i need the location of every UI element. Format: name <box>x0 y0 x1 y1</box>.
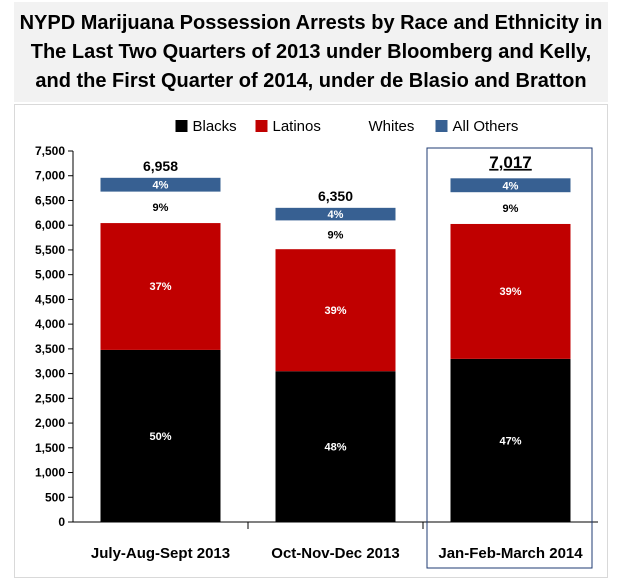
bar-segment <box>450 191 571 224</box>
bar-segment <box>100 177 221 192</box>
y-tick-label: 3,500 <box>35 342 65 356</box>
bar-percent-label: 37% <box>149 281 171 293</box>
bar-segment <box>100 222 221 350</box>
y-tick-label: 5,500 <box>35 243 65 257</box>
bar-segment <box>275 207 396 221</box>
legend-label: All Others <box>453 118 519 135</box>
y-tick-label: 4,000 <box>35 317 65 331</box>
chart-title-line-2: The Last Two Quarters of 2013 under Bloo… <box>30 40 592 63</box>
bar-percent-label: 39% <box>499 286 521 298</box>
x-category-label: Jan-Feb-March 2014 <box>438 545 583 562</box>
bar-segment <box>275 248 396 372</box>
bar-percent-label: 4% <box>503 180 519 192</box>
y-tick-label: 2,500 <box>35 391 65 405</box>
legend-label: Latinos <box>273 118 321 135</box>
bar-total-label: 6,350 <box>318 188 353 204</box>
legend-label: Whites <box>369 118 415 135</box>
bar-segment <box>275 371 396 522</box>
bar-segment <box>100 191 221 224</box>
bar-percent-label: 9% <box>153 202 169 214</box>
y-tick-label: 1,000 <box>35 466 65 480</box>
y-tick-label: 4,500 <box>35 292 65 306</box>
legend-swatch <box>175 120 188 132</box>
y-tick-label: 3,000 <box>35 367 65 381</box>
y-tick-label: 7,500 <box>35 144 65 158</box>
bar-percent-label: 47% <box>499 435 521 447</box>
bar-segment <box>275 219 396 250</box>
y-tick-label: 1,500 <box>35 441 65 455</box>
chart-title-box: NYPD Marijuana Possession Arrests by Rac… <box>14 2 608 102</box>
bar-percent-label: 50% <box>149 431 171 443</box>
bar-percent-label: 39% <box>324 305 346 317</box>
legend-swatch <box>351 119 364 133</box>
y-tick-label: 5,000 <box>35 268 65 282</box>
bar-segment <box>450 223 571 359</box>
chart-title-line-1: NYPD Marijuana Possession Arrests by Rac… <box>19 11 603 34</box>
x-category-label: Oct-Nov-Dec 2013 <box>271 545 399 562</box>
bar-percent-label: 48% <box>324 442 346 454</box>
bar-total-label: 7,017 <box>489 153 532 172</box>
x-category-label: July-Aug-Sept 2013 <box>91 545 230 562</box>
bar-total-label: 6,958 <box>143 158 178 174</box>
y-tick-label: 0 <box>58 515 65 529</box>
bar-segment <box>450 358 571 522</box>
chart-frame <box>14 104 608 578</box>
legend-swatch <box>255 120 268 132</box>
y-tick-label: 2,000 <box>35 416 65 430</box>
y-tick-label: 7,000 <box>35 169 65 183</box>
chart-title-line-3: and the First Quarter of 2014, under de … <box>35 69 587 92</box>
legend-label: Blacks <box>193 118 237 135</box>
y-tick-label: 6,000 <box>35 218 65 232</box>
bar-percent-label: 4% <box>153 180 169 192</box>
bar-percent-label: 9% <box>328 230 344 242</box>
bar-segment <box>450 178 571 193</box>
bar-percent-label: 4% <box>328 209 344 221</box>
legend-swatch <box>435 120 448 132</box>
bar-percent-label: 9% <box>503 203 519 215</box>
highlight-box <box>426 147 593 569</box>
bar-segment <box>100 349 221 522</box>
y-tick-label: 500 <box>45 490 65 504</box>
y-tick-label: 6,500 <box>35 193 65 207</box>
